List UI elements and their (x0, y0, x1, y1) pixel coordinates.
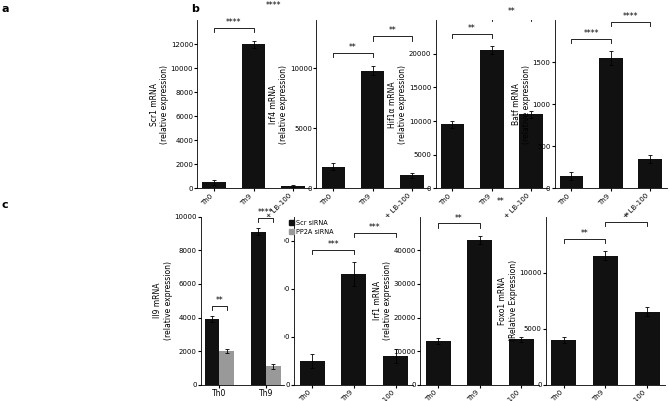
Y-axis label: Hif1α mRNA
(relative expression): Hif1α mRNA (relative expression) (388, 65, 407, 144)
Bar (441, 124, 464, 188)
Text: ****: **** (623, 12, 638, 21)
Bar (551, 340, 576, 385)
Bar (242, 44, 266, 188)
Text: ****: **** (258, 209, 274, 217)
Y-axis label: Irf4 mRNA
(relative expression): Irf4 mRNA (relative expression) (269, 65, 288, 144)
Text: a: a (1, 4, 9, 14)
Text: ****: **** (266, 1, 281, 10)
Bar (300, 361, 324, 385)
Text: **: ** (215, 296, 223, 305)
Text: **: ** (496, 197, 504, 206)
Bar (519, 114, 543, 188)
Bar (560, 176, 583, 188)
Bar (509, 340, 534, 385)
Text: **: ** (468, 24, 476, 33)
Bar (281, 186, 304, 188)
Text: **: ** (455, 214, 463, 223)
Text: **: ** (389, 26, 396, 35)
Text: ****: **** (583, 29, 599, 38)
Text: *: * (624, 212, 628, 221)
Bar (203, 182, 226, 188)
Text: **: ** (349, 43, 357, 52)
Bar (480, 51, 504, 188)
Bar (361, 71, 385, 188)
Bar (400, 175, 423, 188)
Bar (593, 256, 618, 385)
Bar (467, 240, 492, 385)
Y-axis label: Gata3 mRNA
(relative expression): Gata3 mRNA (relative expression) (256, 261, 276, 340)
Text: c: c (1, 200, 8, 211)
Text: ****: **** (226, 18, 242, 27)
Bar (425, 341, 450, 385)
Legend: Scr siRNA, PP2A siRNA: Scr siRNA, PP2A siRNA (289, 220, 334, 235)
Bar (635, 312, 660, 385)
Y-axis label: Batf mRNA
(relative expression): Batf mRNA (relative expression) (512, 65, 531, 144)
Bar (219, 351, 234, 385)
Y-axis label: Il9 mRNA
(relative expression): Il9 mRNA (relative expression) (153, 261, 173, 340)
Text: ***: *** (369, 223, 381, 232)
Bar (638, 159, 662, 188)
Text: **: ** (581, 229, 589, 238)
Bar (322, 167, 345, 188)
Bar (266, 367, 280, 385)
Bar (341, 274, 367, 385)
Text: ***: *** (327, 240, 339, 249)
Bar (383, 356, 408, 385)
Y-axis label: Scr1 mRNA
(relative expression): Scr1 mRNA (relative expression) (150, 65, 169, 144)
Bar (205, 319, 219, 385)
Y-axis label: Irf1 mRNA
(relative expression): Irf1 mRNA (relative expression) (373, 261, 392, 340)
Bar (599, 58, 623, 188)
Y-axis label: Foxo1 mRNA
(Relative Expression): Foxo1 mRNA (Relative Expression) (498, 260, 518, 341)
Text: b: b (191, 4, 199, 14)
Bar (251, 232, 266, 385)
Text: **: ** (508, 7, 515, 16)
